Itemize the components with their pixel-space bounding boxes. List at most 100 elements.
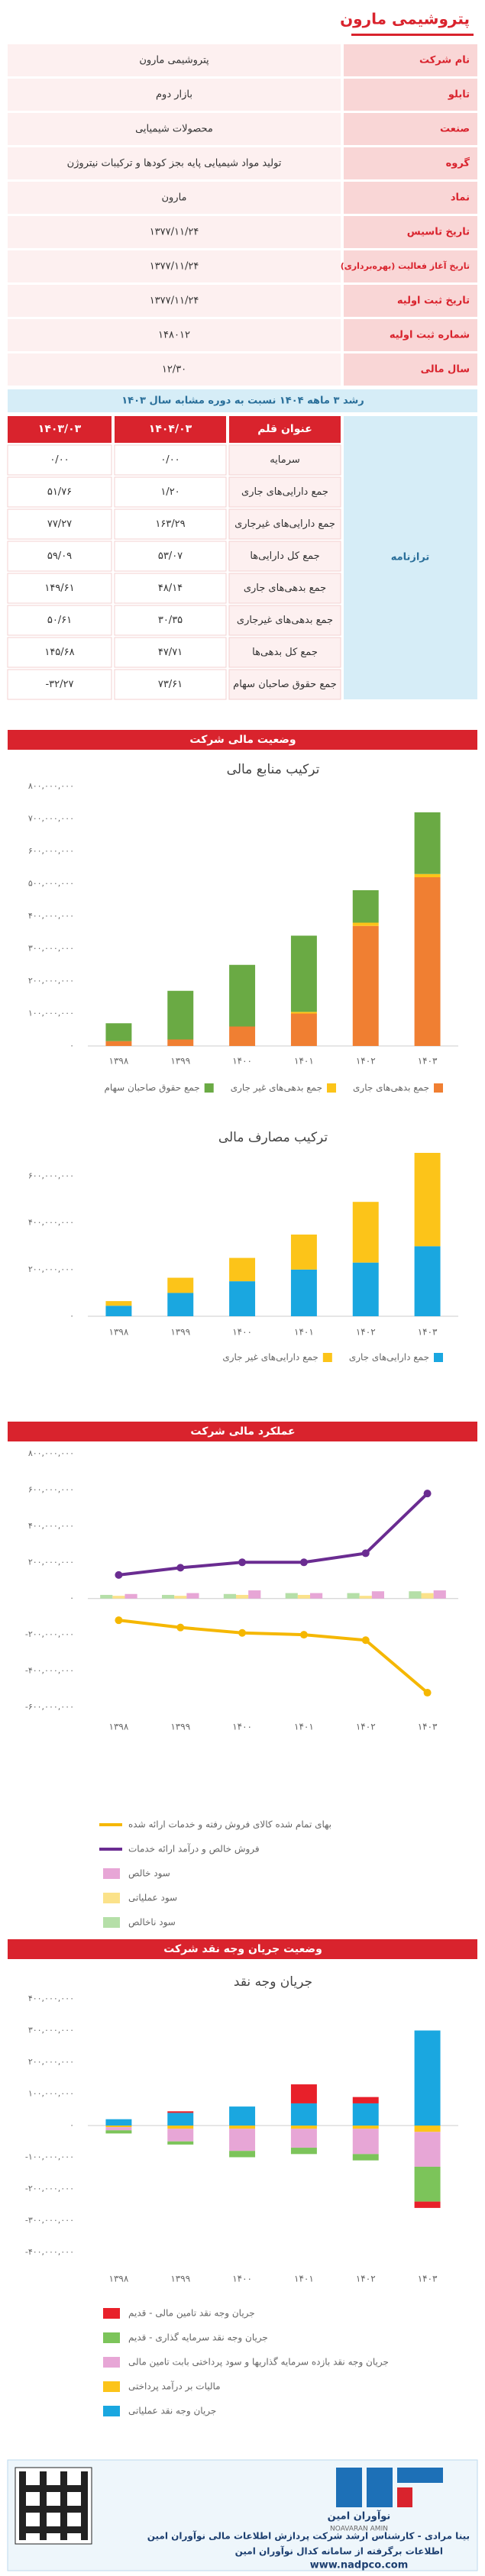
- qr-cell: [81, 2499, 88, 2506]
- qr-cell: [33, 2506, 40, 2513]
- x-tick-label: ۱۳۹۸: [109, 1327, 129, 1338]
- group-cell: [344, 416, 477, 699]
- y-tick-label: ۰: [70, 2120, 74, 2130]
- section-bar: [8, 730, 477, 750]
- bar: [100, 1594, 113, 1599]
- line-point: [115, 1616, 123, 1625]
- table-cell: [114, 444, 227, 476]
- info-value: ۱۴۸۰۱۲: [158, 330, 190, 341]
- info-value: بازار دوم: [156, 89, 192, 101]
- y-tick-label: ۰: [70, 1041, 74, 1051]
- bar-segment: [229, 964, 256, 1027]
- bar-segment: [105, 2126, 132, 2128]
- info-value: ۱۳۷۷/۱۱/۲۴: [150, 227, 199, 238]
- y-tick-label: ۴۰۰,۰۰۰,۰۰۰: [28, 1521, 74, 1531]
- logo-mark: [397, 2468, 443, 2483]
- qr-cell: [74, 2506, 81, 2513]
- bar-segment: [414, 877, 441, 1046]
- legend-swatch: [204, 1083, 214, 1093]
- row-title: جمع کل بدهی‌ها: [252, 647, 318, 658]
- y-tick-label: -۶۰۰,۰۰۰,۰۰۰: [25, 1702, 74, 1712]
- info-value: ۱۳۷۷/۱۱/۲۴: [150, 261, 199, 273]
- qr-cell: [40, 2526, 47, 2533]
- info-label: نام شرکت: [419, 55, 470, 66]
- x-tick-label: ۱۴۰۳: [418, 1722, 438, 1732]
- qr-cell: [53, 2485, 60, 2492]
- qr-cell: [40, 2485, 47, 2492]
- table-cell: [7, 669, 112, 700]
- bar-segment: [414, 2132, 441, 2167]
- info-label: شماره ثبت اولیه: [390, 330, 470, 341]
- header-cell: [115, 416, 226, 443]
- chart-title: ترکیب منابع مالی: [227, 762, 320, 777]
- bar: [124, 1593, 137, 1599]
- qr-cell: [81, 2478, 88, 2485]
- y-tick-label: ۱۰۰,۰۰۰,۰۰۰: [28, 1009, 74, 1018]
- table-cell: [114, 573, 227, 604]
- section-title: وضعیت مالی شرکت: [189, 734, 296, 746]
- legend-swatch: [103, 1868, 120, 1879]
- bar: [162, 1594, 175, 1599]
- legend-swatch: [103, 2406, 120, 2416]
- bar-segment: [290, 2129, 317, 2148]
- y-tick-label: -۲۰۰,۰۰۰,۰۰۰: [25, 1629, 74, 1639]
- value-cell: [8, 285, 341, 317]
- bar-segment: [414, 1153, 441, 1247]
- qr-cell: [60, 2478, 67, 2485]
- x-tick-label: ۱۳۹۸: [109, 1056, 129, 1067]
- bar-segment: [167, 2141, 194, 2145]
- table-cell: [228, 508, 341, 540]
- bar-segment: [352, 925, 379, 1046]
- table-cell: [228, 541, 341, 572]
- y-tick-label: ۸۰۰,۰۰۰,۰۰۰: [28, 1448, 74, 1458]
- legend-swatch: [103, 2308, 120, 2319]
- qr-cell: [33, 2526, 40, 2533]
- table-cell: [114, 476, 227, 508]
- bar-segment: [414, 2166, 441, 2202]
- qr-cell: [47, 2526, 53, 2533]
- info-label: گروه: [446, 157, 470, 169]
- qr-cell: [60, 2485, 67, 2492]
- x-tick-label: ۱۴۰۲: [356, 2274, 376, 2284]
- table-cell: [7, 637, 112, 668]
- bar-segment: [290, 935, 317, 1012]
- legend-label: جمع دارایی‌های جاری: [349, 1352, 429, 1364]
- bar: [371, 1591, 384, 1599]
- qr-cell: [60, 2492, 67, 2499]
- info-value: تولید مواد شیمیایی پایه بجز کودها و ترکی…: [67, 158, 282, 169]
- legend-swatch: [103, 2332, 120, 2343]
- legend-label: جمع حقوق صاحبان سهام: [104, 1083, 199, 1094]
- bar-segment: [414, 812, 441, 874]
- row-value: ۵۰/۶۱: [47, 615, 72, 626]
- qr-cell: [74, 2526, 81, 2533]
- bar: [433, 1590, 446, 1599]
- bar-segment: [105, 1301, 132, 1306]
- y-tick-label: -۲۰۰,۰۰۰,۰۰۰: [25, 2184, 74, 2193]
- row-value: ۱/۲۰: [160, 486, 179, 498]
- value-cell: [8, 147, 341, 179]
- y-tick-label: ۶۰۰,۰۰۰,۰۰۰: [28, 846, 74, 856]
- bar: [285, 1593, 298, 1599]
- brand-en: NOAVARAN AMIN: [330, 2526, 388, 2533]
- label-cell: [344, 147, 477, 179]
- x-tick-label: ۱۴۰۱: [294, 1056, 314, 1067]
- table-cell: [114, 605, 227, 636]
- legend-label: فروش خالص و درآمد ارائه خدمات: [128, 1843, 260, 1855]
- x-tick-label: ۱۳۹۸: [109, 2274, 129, 2284]
- x-tick-label: ۱۴۰۲: [356, 1722, 376, 1732]
- y-tick-label: -۳۰۰,۰۰۰,۰۰۰: [25, 2216, 74, 2226]
- section-title: عملکرد مالی شرکت: [190, 1425, 295, 1438]
- qr-cell: [60, 2520, 67, 2526]
- x-tick-label: ۱۴۰۲: [356, 1327, 376, 1338]
- header-cell: [8, 416, 112, 443]
- logo-mark: [397, 2487, 412, 2507]
- qr-cell: [60, 2513, 67, 2520]
- y-tick-label: ۸۰۰,۰۰۰,۰۰۰: [28, 781, 74, 791]
- x-tick-label: ۱۴۰۳: [418, 1327, 438, 1338]
- y-tick-label: -۴۰۰,۰۰۰,۰۰۰: [25, 1666, 74, 1676]
- bar-segment: [105, 2127, 132, 2131]
- table-cell: [7, 444, 112, 476]
- y-tick-label: ۷۰۰,۰۰۰,۰۰۰: [28, 814, 74, 824]
- row-title: جمع بدهی‌های جاری: [244, 583, 326, 594]
